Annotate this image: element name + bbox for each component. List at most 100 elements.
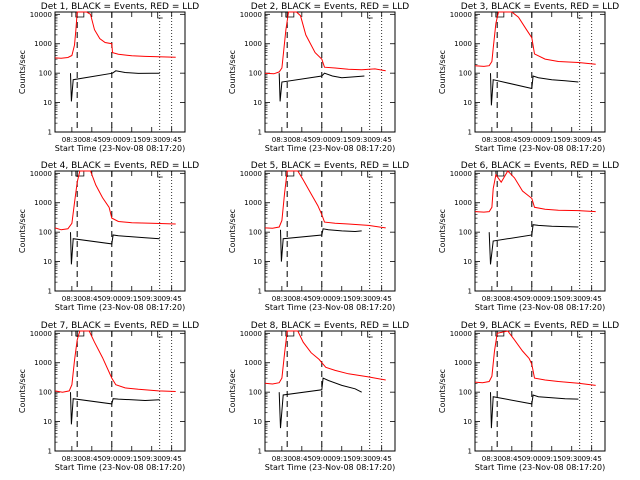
x-tick-label: 09:15 bbox=[542, 455, 562, 463]
x-axis-label: Start Time (23-Nov-08 08:17:20) bbox=[475, 303, 605, 312]
events-series-line bbox=[70, 70, 160, 102]
x-tick-label: 08:30 bbox=[272, 455, 292, 463]
y-tick-label: 1000 bbox=[34, 40, 52, 48]
y-axis-label: Counts/sec bbox=[228, 369, 237, 413]
x-tick-label: 08:45 bbox=[82, 455, 102, 463]
x-tick-label: 09:45 bbox=[582, 295, 602, 303]
plot-frame bbox=[264, 11, 396, 133]
y-tick-label: 10000 bbox=[240, 11, 262, 19]
events-series-line bbox=[70, 392, 160, 425]
y-tick-label: 1 bbox=[258, 288, 262, 296]
panel-title: Det 9, BLACK = Events, RED = LLD bbox=[461, 321, 620, 331]
lld-series-line bbox=[54, 170, 176, 231]
y-axis-label: Counts/sec bbox=[18, 50, 27, 94]
lld-series-line bbox=[264, 330, 386, 385]
x-tick-label: 09:15 bbox=[332, 295, 352, 303]
x-tick-label: 09:15 bbox=[122, 455, 142, 463]
y-tick-label: 1000 bbox=[244, 40, 262, 48]
panel-det-1: Det 1, BLACK = Events, RED = LLD 1 10 100 10… bbox=[18, 2, 199, 153]
x-axis-label: Start Time (23-Nov-08 08:17:20) bbox=[265, 303, 395, 312]
x-tick-label: 09:00 bbox=[312, 455, 332, 463]
y-axis-label: Counts/sec bbox=[18, 369, 27, 413]
bracket-marker-right bbox=[157, 331, 163, 338]
lld-series-line bbox=[474, 170, 596, 213]
y-tick-label: 10 bbox=[43, 258, 52, 266]
panel-title: Det 6, BLACK = Events, RED = LLD bbox=[461, 161, 620, 171]
x-tick-label: 09:45 bbox=[162, 295, 182, 303]
panel-det-2: Det 2, BLACK = Events, RED = LLD 1 10 100 10… bbox=[228, 2, 409, 153]
y-tick-label: 100 bbox=[249, 389, 262, 397]
y-tick-label: 10 bbox=[43, 418, 52, 426]
bracket-marker bbox=[75, 171, 85, 177]
x-tick-label: 09:30 bbox=[562, 295, 582, 303]
y-tick-label: 100 bbox=[459, 229, 472, 237]
x-axis-label: Start Time (23-Nov-08 08:17:20) bbox=[265, 144, 395, 153]
y-tick-label: 10 bbox=[253, 99, 262, 107]
panel-det-7: Det 7, BLACK = Events, RED = LLD 1 10 100 10… bbox=[18, 321, 199, 472]
y-tick-label: 1000 bbox=[454, 199, 472, 207]
bracket-marker bbox=[75, 12, 85, 18]
y-tick-label: 1000 bbox=[244, 359, 262, 367]
x-axis-label: Start Time (23-Nov-08 08:17:20) bbox=[55, 303, 185, 312]
panel-det-9: Det 9, BLACK = Events, RED = LLD 1 10 100 10… bbox=[438, 321, 619, 472]
y-tick-label: 10 bbox=[43, 99, 52, 107]
y-tick-label: 10000 bbox=[30, 170, 52, 178]
panel-det-6: Det 6, BLACK = Events, RED = LLD 1 10 100 10… bbox=[438, 161, 619, 312]
bracket-marker bbox=[285, 171, 295, 177]
plot-frame bbox=[54, 11, 186, 133]
y-tick-label: 100 bbox=[39, 70, 52, 78]
x-tick-label: 08:45 bbox=[82, 136, 102, 144]
y-axis-label: Counts/sec bbox=[228, 50, 237, 94]
x-tick-label: 09:15 bbox=[332, 455, 352, 463]
x-tick-label: 09:30 bbox=[142, 136, 162, 144]
y-axis-label: Counts/sec bbox=[438, 209, 447, 253]
lld-series-line bbox=[264, 170, 386, 229]
y-tick-label: 10 bbox=[463, 258, 472, 266]
y-tick-label: 100 bbox=[39, 389, 52, 397]
x-axis-label: Start Time (23-Nov-08 08:17:20) bbox=[265, 463, 395, 472]
panel-title: Det 2, BLACK = Events, RED = LLD bbox=[251, 2, 410, 12]
x-tick-label: 09:00 bbox=[312, 295, 332, 303]
x-tick-label: 08:45 bbox=[82, 295, 102, 303]
x-tick-label: 08:30 bbox=[482, 455, 502, 463]
x-tick-label: 09:30 bbox=[352, 455, 372, 463]
lld-series-line bbox=[264, 11, 386, 75]
x-axis-label: Start Time (23-Nov-08 08:17:20) bbox=[55, 144, 185, 153]
events-series-line bbox=[70, 232, 160, 265]
plot-frame bbox=[474, 11, 606, 133]
x-tick-label: 09:15 bbox=[122, 295, 142, 303]
bracket-marker bbox=[495, 331, 505, 337]
y-tick-label: 10000 bbox=[240, 170, 262, 178]
events-series-line bbox=[488, 224, 579, 265]
y-tick-label: 1000 bbox=[454, 40, 472, 48]
events-series-line bbox=[278, 72, 365, 102]
bracket-marker-right bbox=[367, 171, 373, 178]
x-tick-label: 09:30 bbox=[142, 295, 162, 303]
y-tick-label: 10000 bbox=[240, 330, 262, 338]
x-tick-label: 08:45 bbox=[502, 455, 522, 463]
panel-title: Det 4, BLACK = Events, RED = LLD bbox=[41, 161, 200, 171]
x-tick-label: 09:30 bbox=[142, 455, 162, 463]
x-axis-label: Start Time (23-Nov-08 08:17:20) bbox=[475, 144, 605, 153]
y-tick-label: 1000 bbox=[244, 199, 262, 207]
x-tick-label: 09:15 bbox=[332, 136, 352, 144]
events-series-line bbox=[490, 392, 579, 429]
bracket-marker bbox=[285, 12, 295, 18]
x-tick-label: 09:00 bbox=[522, 136, 542, 144]
x-tick-label: 09:15 bbox=[542, 295, 562, 303]
x-tick-label: 09:30 bbox=[562, 455, 582, 463]
x-tick-label: 09:00 bbox=[102, 295, 122, 303]
bracket-marker bbox=[285, 331, 295, 337]
y-tick-label: 1000 bbox=[454, 359, 472, 367]
x-tick-label: 08:45 bbox=[292, 295, 312, 303]
y-tick-label: 1000 bbox=[34, 199, 52, 207]
x-tick-label: 09:45 bbox=[162, 136, 182, 144]
y-tick-label: 1 bbox=[468, 129, 472, 137]
plot-frame bbox=[474, 170, 606, 292]
lld-series-line bbox=[474, 11, 596, 67]
y-tick-label: 10000 bbox=[450, 330, 472, 338]
x-tick-label: 08:30 bbox=[62, 455, 82, 463]
bracket-marker-right bbox=[157, 171, 163, 178]
y-tick-label: 10 bbox=[253, 418, 262, 426]
x-tick-label: 09:45 bbox=[582, 455, 602, 463]
